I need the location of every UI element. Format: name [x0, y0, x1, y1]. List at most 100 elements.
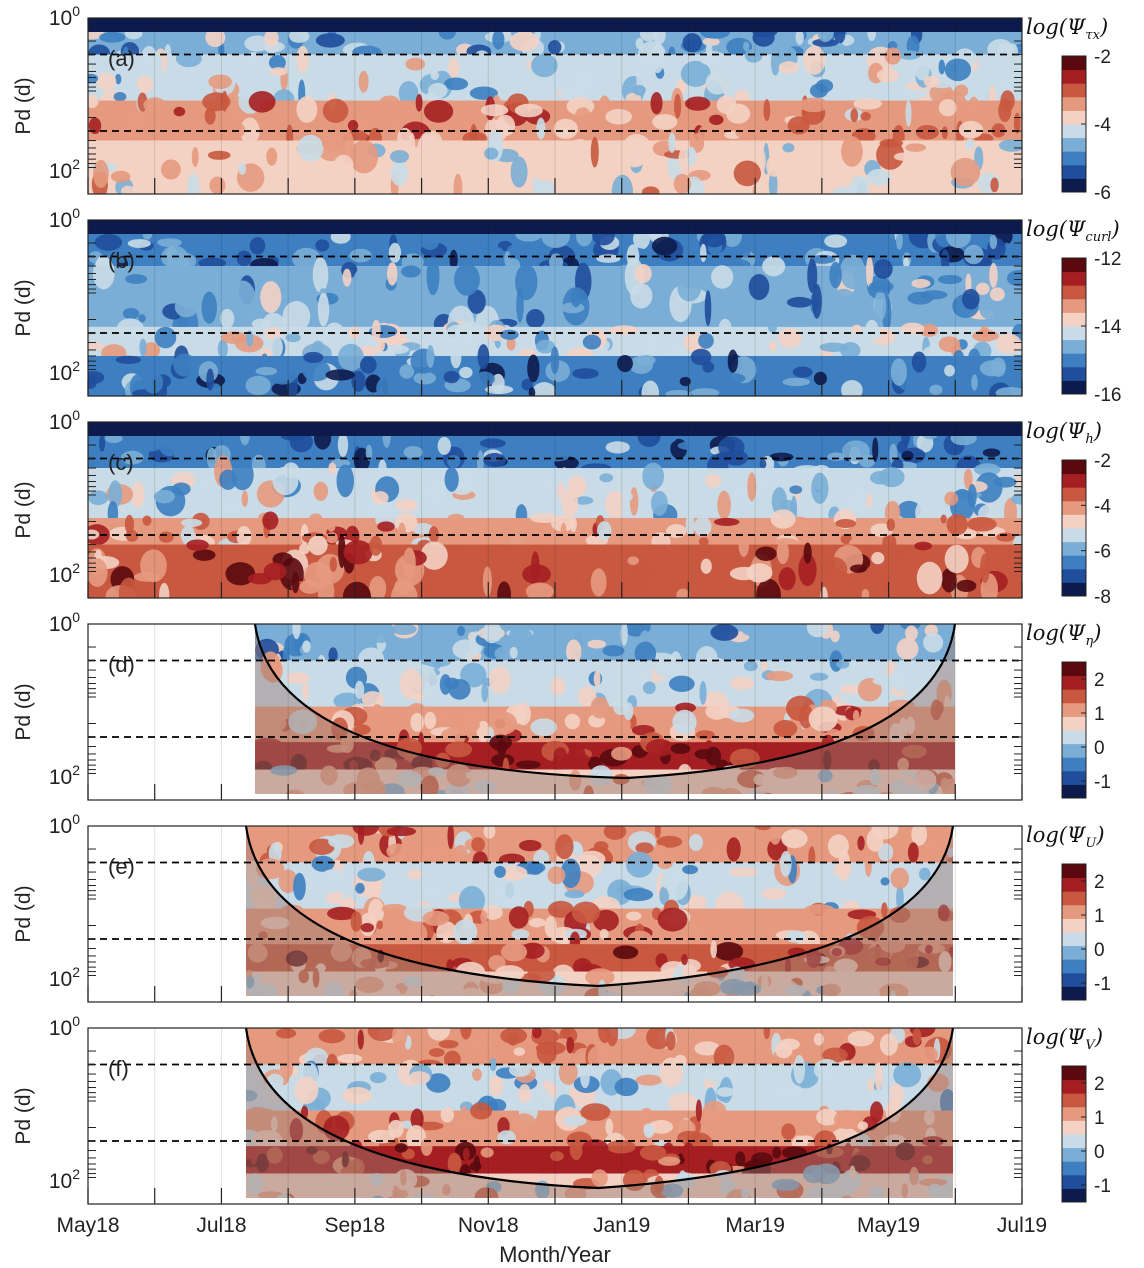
colorbar-swatch	[1062, 460, 1086, 475]
spectral-blob	[872, 437, 879, 462]
spectral-blob	[912, 1028, 922, 1046]
spectral-blob	[444, 467, 459, 492]
spectral-blob	[482, 624, 503, 644]
spectral-blob	[518, 1083, 532, 1104]
spectral-blob	[606, 1140, 636, 1154]
spectral-blob	[325, 369, 355, 381]
colorbar-swatch	[1062, 96, 1086, 111]
y-tick-label: 100	[49, 609, 80, 636]
colorbar-tick-label: -6	[1094, 183, 1111, 204]
colorbar-swatch	[1062, 1106, 1086, 1121]
spectral-blob	[784, 957, 792, 976]
spectral-blob	[416, 887, 444, 897]
spectral-blob	[850, 564, 867, 573]
spectral-blob	[500, 1028, 528, 1044]
spectral-blob	[531, 1028, 542, 1039]
spectral-blob	[564, 713, 581, 730]
spectral-blob	[635, 1074, 663, 1086]
spectral-blob	[642, 681, 656, 695]
spectral-blob	[399, 668, 423, 700]
colorbar-swatch	[1062, 716, 1086, 731]
spectral-blob	[275, 1028, 297, 1039]
colorbar-swatch	[1062, 366, 1086, 381]
spectral-blob	[654, 661, 670, 677]
spectral-blob	[376, 376, 398, 396]
spectral-blob	[515, 760, 541, 769]
spectral-blob	[916, 561, 943, 595]
spectral-blob	[509, 443, 521, 457]
spectral-blob	[529, 513, 560, 524]
spectral-blob	[468, 1035, 492, 1050]
spectral-blob	[260, 886, 275, 904]
colorbar-swatch	[1062, 487, 1086, 502]
spectral-blob	[335, 56, 354, 66]
spectral-blob	[679, 920, 707, 945]
spectral-blob	[773, 1083, 804, 1100]
spectral-blob	[781, 1123, 796, 1140]
colorbar-swatch	[1062, 864, 1086, 879]
spectral-blob	[113, 92, 127, 102]
spectral-blob	[449, 249, 458, 270]
spectral-blob	[924, 837, 939, 850]
spectral-blob	[886, 230, 896, 247]
spectral-blob	[408, 172, 432, 187]
spectral-blob	[506, 336, 516, 351]
spectral-blob	[550, 1151, 564, 1162]
spectral-blob	[480, 1147, 494, 1158]
spectral-blob	[280, 1056, 294, 1079]
spectral-blob	[347, 120, 359, 132]
spectral-blob	[886, 518, 896, 532]
spectral-blob	[191, 147, 199, 167]
spectral-blob	[688, 834, 704, 852]
spectral-blob	[453, 919, 478, 945]
spectral-blob	[860, 111, 871, 121]
spectral-blob	[815, 79, 834, 93]
spectral-blob	[496, 880, 524, 908]
spectral-blob	[637, 41, 666, 69]
spectral-blob	[851, 324, 862, 334]
spectral-blob	[186, 539, 209, 551]
spectral-blob	[638, 664, 653, 686]
spectral-blob	[729, 708, 755, 723]
spectral-blob	[847, 360, 862, 383]
spectral-blob	[351, 267, 378, 304]
spectral-blob	[651, 236, 678, 256]
spectral-blob	[480, 104, 509, 117]
colorbar: -2 -4 -6	[1061, 47, 1111, 204]
spectral-blob	[398, 80, 419, 106]
spectral-blob	[665, 389, 692, 396]
colorbar-swatch	[1062, 582, 1086, 597]
spectral-blob	[880, 937, 906, 953]
spectral-blob	[631, 561, 657, 578]
spectral-blob	[367, 1028, 397, 1041]
colorbar-tick-label: -14	[1094, 317, 1122, 338]
spectral-blob	[857, 1121, 869, 1130]
spectral-blob	[705, 71, 729, 95]
spectral-blob	[795, 29, 804, 46]
spectral-blob	[654, 1175, 664, 1194]
spectral-blob	[582, 30, 609, 45]
spectral-blob	[88, 437, 96, 462]
spectral-blob	[710, 624, 739, 641]
spectral-blob	[298, 969, 310, 984]
spectral-blob	[866, 255, 874, 288]
spectral-blob	[428, 526, 439, 544]
spectral-blob	[420, 541, 448, 570]
spectral-blob	[403, 976, 422, 988]
spectral-blob	[961, 288, 980, 310]
spectral-blob	[717, 490, 731, 520]
spectral-blob	[349, 760, 358, 773]
spectral-blob	[175, 50, 202, 68]
colorbar-tick-label: -4	[1094, 496, 1111, 517]
spectral-blob	[672, 709, 697, 735]
spectral-blob	[423, 478, 447, 504]
spectral-blob	[614, 1077, 639, 1097]
spectral-blob	[225, 562, 256, 586]
spectral-blob	[427, 1028, 451, 1041]
spectral-blob	[694, 749, 714, 760]
spectral-blob	[755, 546, 777, 561]
spectral-blob	[659, 1057, 684, 1088]
colorbar-swatch	[1062, 784, 1086, 799]
spectral-blob	[795, 632, 807, 647]
spectral-blob	[157, 238, 182, 247]
